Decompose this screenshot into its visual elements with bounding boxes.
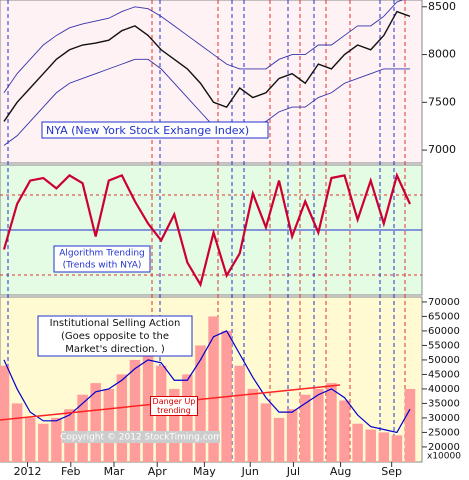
bar <box>378 432 390 462</box>
bar <box>90 383 101 462</box>
bar <box>195 345 206 462</box>
copyright: Copyright © 2012 StockTiming.com <box>60 433 222 443</box>
bar <box>11 403 23 462</box>
bar <box>234 365 245 462</box>
bar <box>129 359 141 462</box>
y-tick-label: 25000 <box>428 427 460 438</box>
bar <box>352 423 363 462</box>
y-tick-label: 45000 <box>428 369 460 380</box>
bar <box>169 388 180 462</box>
bar <box>260 403 272 462</box>
x-tick-label: Jul <box>286 465 300 478</box>
y-tick-label: 7500 <box>428 95 456 108</box>
x-tick-label: Mar <box>104 465 125 478</box>
x-tick-label: 2012 <box>14 465 42 478</box>
bar <box>38 423 49 462</box>
bar <box>365 429 376 462</box>
x-tick-label: Aug <box>330 465 351 478</box>
x-tick-label: Jun <box>241 465 259 478</box>
y-tick-label: 70000 <box>428 297 460 308</box>
y-tick-label: 30000 <box>428 413 460 424</box>
copyright-box <box>62 431 220 443</box>
series-line <box>3 0 404 94</box>
x-tick-label: May <box>193 465 216 478</box>
annotation: Danger Up trending <box>150 396 198 416</box>
bar <box>326 383 337 462</box>
y-tick-label: 8000 <box>428 48 456 61</box>
x-tick-label: Sep <box>381 465 402 478</box>
panel-title: Algorithm Trending <box>59 249 145 259</box>
bar <box>339 400 350 462</box>
bar <box>391 435 403 462</box>
bar <box>208 316 219 462</box>
unit-label: x10000 <box>427 452 461 462</box>
panel-note: Market's direction. ) <box>65 344 165 355</box>
y-tick-label: 7000 <box>428 143 456 156</box>
series-line <box>3 10 411 122</box>
annotation-box: Danger Up trending <box>150 396 198 416</box>
panel-title: Institutional Selling Action <box>50 318 181 329</box>
bar <box>142 354 154 462</box>
panel-title: NYA (New York Stock Exhange Index) <box>46 124 249 137</box>
bar <box>103 388 115 462</box>
label-box <box>37 315 193 357</box>
series-line <box>2 172 412 288</box>
y-tick-label: 8500 <box>428 0 456 13</box>
bar <box>286 409 298 462</box>
series-line <box>3 58 410 146</box>
y-tick-label: 40000 <box>428 384 460 395</box>
y-tick-label: 65000 <box>428 311 460 322</box>
bar <box>313 388 324 462</box>
panel-subtitle: (Goes opposite to the <box>61 331 169 342</box>
bar <box>77 394 88 462</box>
y-tick-label: 20000 <box>428 442 460 453</box>
bar <box>182 374 193 462</box>
bar <box>404 388 416 462</box>
bar <box>24 417 36 462</box>
bar <box>51 417 62 462</box>
label-box <box>41 121 269 139</box>
panel-subtitle: (Trends with NYA) <box>63 261 142 271</box>
bar <box>247 388 259 462</box>
bar <box>0 365 10 462</box>
bar <box>273 417 285 462</box>
y-tick-label: 55000 <box>428 340 460 351</box>
bar <box>299 394 311 462</box>
x-tick-label: Apr <box>148 465 168 478</box>
y-tick-label: 60000 <box>428 326 460 337</box>
bar <box>116 374 128 462</box>
label-box <box>53 245 151 273</box>
x-tick-label: Feb <box>61 465 80 478</box>
price-panel <box>0 0 423 164</box>
y-tick-label: 35000 <box>428 398 460 409</box>
y-tick-label: 50000 <box>428 355 460 366</box>
